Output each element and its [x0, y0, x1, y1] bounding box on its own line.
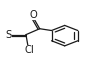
Text: S: S — [5, 30, 11, 40]
Text: O: O — [30, 10, 38, 20]
Text: Cl: Cl — [24, 45, 34, 55]
